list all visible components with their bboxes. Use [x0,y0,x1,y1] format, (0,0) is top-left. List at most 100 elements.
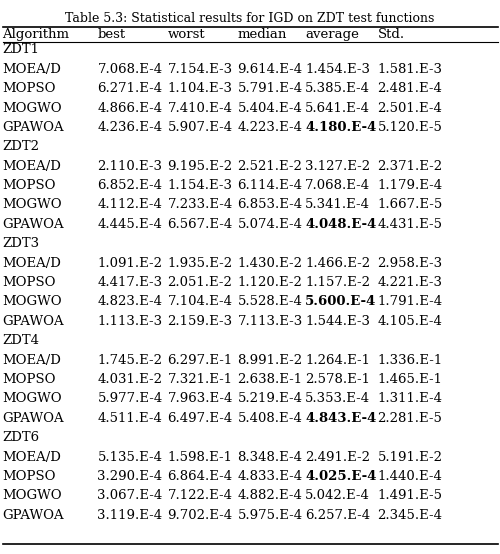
Text: MOPSO: MOPSO [2,470,56,483]
Text: 1.154.E-3: 1.154.E-3 [168,179,232,192]
Text: 4.417.E-3: 4.417.E-3 [98,276,162,289]
Text: 5.135.E-4: 5.135.E-4 [98,450,162,464]
Text: median: median [238,28,287,41]
Text: 7.154.E-3: 7.154.E-3 [168,63,232,76]
Text: 4.866.E-4: 4.866.E-4 [98,101,162,115]
Text: 1.465.E-1: 1.465.E-1 [378,373,442,386]
Text: 2.501.E-4: 2.501.E-4 [378,101,442,115]
Text: 2.051.E-2: 2.051.E-2 [168,276,232,289]
Text: 1.104.E-3: 1.104.E-3 [168,82,232,95]
Text: 1.311.E-4: 1.311.E-4 [378,392,442,406]
Text: 1.336.E-1: 1.336.E-1 [378,353,443,367]
Text: 4.236.E-4: 4.236.E-4 [98,121,162,134]
Text: 1.745.E-2: 1.745.E-2 [98,353,162,367]
Text: 9.195.E-2: 9.195.E-2 [168,160,232,173]
Text: 5.641.E-4: 5.641.E-4 [305,101,370,115]
Text: Std.: Std. [378,28,404,41]
Text: best: best [98,28,126,41]
Text: 2.371.E-2: 2.371.E-2 [378,160,442,173]
Text: 4.025.E-4: 4.025.E-4 [305,470,376,483]
Text: MOEA/D: MOEA/D [2,450,62,464]
Text: 2.110.E-3: 2.110.E-3 [98,160,162,173]
Text: 6.297.E-1: 6.297.E-1 [168,353,233,367]
Text: 7.068.E-4: 7.068.E-4 [98,63,162,76]
Text: 1.667.E-5: 1.667.E-5 [378,198,443,212]
Text: 5.600.E-4: 5.600.E-4 [305,295,376,309]
Text: 3.119.E-4: 3.119.E-4 [98,509,162,522]
Text: 1.113.E-3: 1.113.E-3 [98,315,162,328]
Text: 2.345.E-4: 2.345.E-4 [378,509,442,522]
Text: 4.833.E-4: 4.833.E-4 [238,470,302,483]
Text: MOGWO: MOGWO [2,392,62,406]
Text: 4.882.E-4: 4.882.E-4 [238,489,302,502]
Text: 2.578.E-1: 2.578.E-1 [305,373,370,386]
Text: 4.223.E-4: 4.223.E-4 [238,121,302,134]
Text: 7.113.E-3: 7.113.E-3 [238,315,303,328]
Text: 1.544.E-3: 1.544.E-3 [305,315,370,328]
Text: 4.511.E-4: 4.511.E-4 [98,412,162,425]
Text: Table 5.3: Statistical results for IGD on ZDT test functions: Table 5.3: Statistical results for IGD o… [66,12,434,25]
Text: 7.122.E-4: 7.122.E-4 [168,489,232,502]
Text: 1.157.E-2: 1.157.E-2 [305,276,370,289]
Text: ZDT2: ZDT2 [2,140,40,153]
Text: 7.410.E-4: 7.410.E-4 [168,101,232,115]
Text: 5.907.E-4: 5.907.E-4 [168,121,232,134]
Text: 5.191.E-2: 5.191.E-2 [378,450,442,464]
Text: 1.491.E-5: 1.491.E-5 [378,489,442,502]
Text: 4.445.E-4: 4.445.E-4 [98,218,162,231]
Text: GPAWOA: GPAWOA [2,412,64,425]
Text: 6.257.E-4: 6.257.E-4 [305,509,370,522]
Text: 5.408.E-4: 5.408.E-4 [238,412,302,425]
Text: 2.281.E-5: 2.281.E-5 [378,412,442,425]
Text: 5.528.E-4: 5.528.E-4 [238,295,302,309]
Text: 6.864.E-4: 6.864.E-4 [168,470,232,483]
Text: ZDT4: ZDT4 [2,334,40,347]
Text: 4.221.E-3: 4.221.E-3 [378,276,442,289]
Text: 5.120.E-5: 5.120.E-5 [378,121,442,134]
Text: 7.233.E-4: 7.233.E-4 [168,198,233,212]
Text: MOEA/D: MOEA/D [2,257,62,270]
Text: average: average [305,28,359,41]
Text: worst: worst [168,28,205,41]
Text: 1.466.E-2: 1.466.E-2 [305,257,370,270]
Text: 2.638.E-1: 2.638.E-1 [238,373,302,386]
Text: ZDT1: ZDT1 [2,43,40,57]
Text: 6.852.E-4: 6.852.E-4 [98,179,162,192]
Text: 1.598.E-1: 1.598.E-1 [168,450,232,464]
Text: MOPSO: MOPSO [2,82,56,95]
Text: 6.271.E-4: 6.271.E-4 [98,82,162,95]
Text: 4.431.E-5: 4.431.E-5 [378,218,442,231]
Text: 2.521.E-2: 2.521.E-2 [238,160,302,173]
Text: 8.991.E-2: 8.991.E-2 [238,353,302,367]
Text: 5.791.E-4: 5.791.E-4 [238,82,302,95]
Text: 3.067.E-4: 3.067.E-4 [98,489,163,502]
Text: 7.321.E-1: 7.321.E-1 [168,373,232,386]
Text: Algorithm: Algorithm [2,28,70,41]
Text: 7.068.E-4: 7.068.E-4 [305,179,370,192]
Text: 9.702.E-4: 9.702.E-4 [168,509,232,522]
Text: MOPSO: MOPSO [2,373,56,386]
Text: ZDT6: ZDT6 [2,431,40,444]
Text: 4.843.E-4: 4.843.E-4 [305,412,376,425]
Text: 1.430.E-2: 1.430.E-2 [238,257,302,270]
Text: 6.853.E-4: 6.853.E-4 [238,198,302,212]
Text: 5.975.E-4: 5.975.E-4 [238,509,302,522]
Text: 5.385.E-4: 5.385.E-4 [305,82,370,95]
Text: 7.104.E-4: 7.104.E-4 [168,295,232,309]
Text: 4.112.E-4: 4.112.E-4 [98,198,162,212]
Text: ZDT3: ZDT3 [2,237,40,250]
Text: 4.105.E-4: 4.105.E-4 [378,315,442,328]
Text: 1.264.E-1: 1.264.E-1 [305,353,370,367]
Text: 4.180.E-4: 4.180.E-4 [305,121,376,134]
Text: 3.127.E-2: 3.127.E-2 [305,160,370,173]
Text: 6.114.E-4: 6.114.E-4 [238,179,302,192]
Text: 4.823.E-4: 4.823.E-4 [98,295,162,309]
Text: MOGWO: MOGWO [2,101,62,115]
Text: 2.481.E-4: 2.481.E-4 [378,82,442,95]
Text: GPAWOA: GPAWOA [2,315,64,328]
Text: MOGWO: MOGWO [2,489,62,502]
Text: 5.219.E-4: 5.219.E-4 [238,392,302,406]
Text: MOPSO: MOPSO [2,276,56,289]
Text: 1.120.E-2: 1.120.E-2 [238,276,302,289]
Text: 1.791.E-4: 1.791.E-4 [378,295,442,309]
